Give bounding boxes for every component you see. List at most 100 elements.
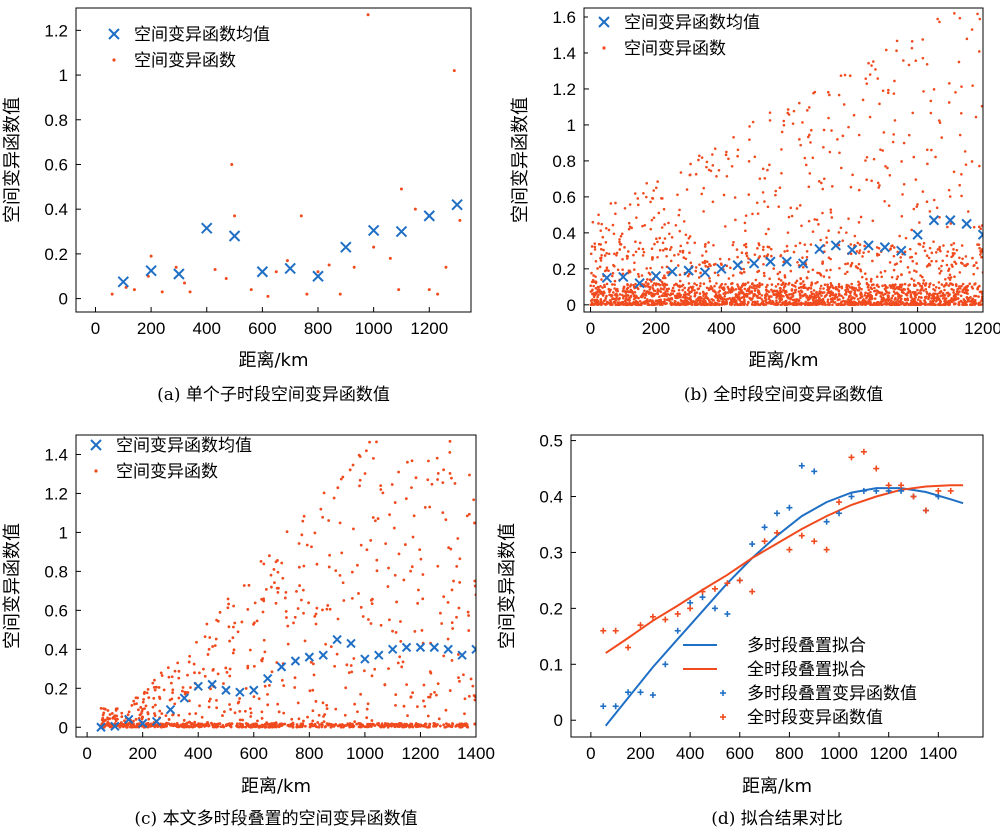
- y-tick-label: 1.2: [44, 484, 68, 503]
- mean-marker: [683, 265, 694, 276]
- data-point: [906, 287, 910, 291]
- data-point: [677, 288, 681, 292]
- data-point: [266, 703, 270, 707]
- data-point: [617, 301, 621, 304]
- panel-a: 0 200 400 600 800 1000 120000.20.40.60.811.2距离…: [2, 7, 472, 405]
- data-point: [274, 270, 278, 274]
- data-point: [835, 296, 839, 299]
- data-point: [192, 662, 196, 666]
- data-point: [596, 285, 600, 289]
- data-point: [960, 85, 963, 88]
- data-point: [886, 91, 890, 95]
- full-point: [860, 448, 867, 455]
- data-point: [623, 206, 627, 210]
- data-point: [723, 295, 727, 298]
- data-point: [448, 450, 452, 454]
- data-point: [782, 302, 786, 306]
- data-point: [603, 254, 607, 257]
- data-point: [820, 294, 823, 297]
- data-point: [698, 154, 701, 158]
- mean-marker: [945, 215, 956, 226]
- data-point: [732, 135, 735, 139]
- data-point: [350, 570, 354, 574]
- data-point: [599, 243, 603, 246]
- mean-marker: [235, 687, 245, 697]
- data-point: [666, 271, 669, 274]
- mean-marker: [228, 230, 241, 242]
- data-point: [901, 288, 904, 292]
- full-point: [898, 482, 905, 489]
- data-point: [887, 291, 891, 295]
- data-point: [120, 715, 124, 719]
- data-point: [299, 723, 303, 726]
- data-point: [724, 291, 727, 294]
- data-point: [975, 261, 978, 264]
- data-point: [775, 289, 779, 293]
- data-point: [852, 296, 856, 300]
- data-point: [340, 723, 344, 726]
- data-point: [932, 198, 936, 202]
- data-point: [930, 297, 933, 300]
- data-point: [747, 193, 751, 196]
- data-point: [757, 243, 761, 247]
- data-point: [328, 607, 332, 611]
- data-point: [174, 265, 178, 269]
- data-point: [882, 131, 886, 134]
- y-tick-label: 0.8: [44, 111, 68, 130]
- cross-stroke: [151, 716, 162, 727]
- data-point: [944, 303, 947, 307]
- data-point: [633, 192, 637, 195]
- data-point: [829, 282, 833, 285]
- data-point: [912, 207, 916, 211]
- data-point: [650, 218, 654, 222]
- data-point: [252, 664, 256, 668]
- data-point: [324, 642, 328, 646]
- data-point: [368, 724, 371, 728]
- data-point: [881, 89, 885, 93]
- data-point: [789, 296, 792, 300]
- data-point: [788, 293, 791, 296]
- data-point: [367, 618, 370, 621]
- data-point: [836, 303, 840, 307]
- full-point: [935, 487, 942, 494]
- data-point: [903, 282, 907, 286]
- data-point: [859, 268, 862, 271]
- legend-mean-marker: [108, 28, 120, 40]
- data-point: [333, 723, 337, 727]
- data-point: [394, 703, 397, 707]
- data-point: [392, 526, 396, 530]
- data-point: [451, 722, 455, 726]
- data-point: [926, 303, 930, 306]
- x-tick-label: 1000: [346, 744, 384, 763]
- data-point: [651, 284, 655, 287]
- data-point: [325, 722, 329, 725]
- data-point: [601, 286, 604, 289]
- data-point: [826, 291, 830, 295]
- data-point: [215, 723, 218, 726]
- data-point: [406, 460, 409, 464]
- data-point: [912, 155, 916, 159]
- legend-mean-label: 空间变异函数均值: [116, 436, 252, 456]
- data-point: [713, 271, 717, 275]
- data-point: [947, 294, 950, 298]
- data-point: [386, 725, 390, 729]
- plot-frame: [570, 434, 984, 738]
- data-point: [689, 298, 692, 301]
- data-point: [795, 298, 799, 301]
- data-point: [927, 256, 931, 260]
- data-point: [302, 514, 306, 518]
- data-point: [149, 254, 153, 258]
- data-point: [681, 288, 685, 292]
- data-point: [469, 677, 473, 681]
- data-point: [307, 601, 311, 605]
- data-point: [783, 250, 786, 253]
- data-point: [446, 637, 450, 641]
- data-point: [956, 296, 960, 300]
- data-point: [366, 13, 370, 17]
- data-point: [935, 206, 939, 210]
- data-point: [953, 260, 956, 264]
- cross-stroke: [108, 28, 120, 40]
- data-point: [821, 297, 825, 301]
- data-point: [146, 688, 150, 691]
